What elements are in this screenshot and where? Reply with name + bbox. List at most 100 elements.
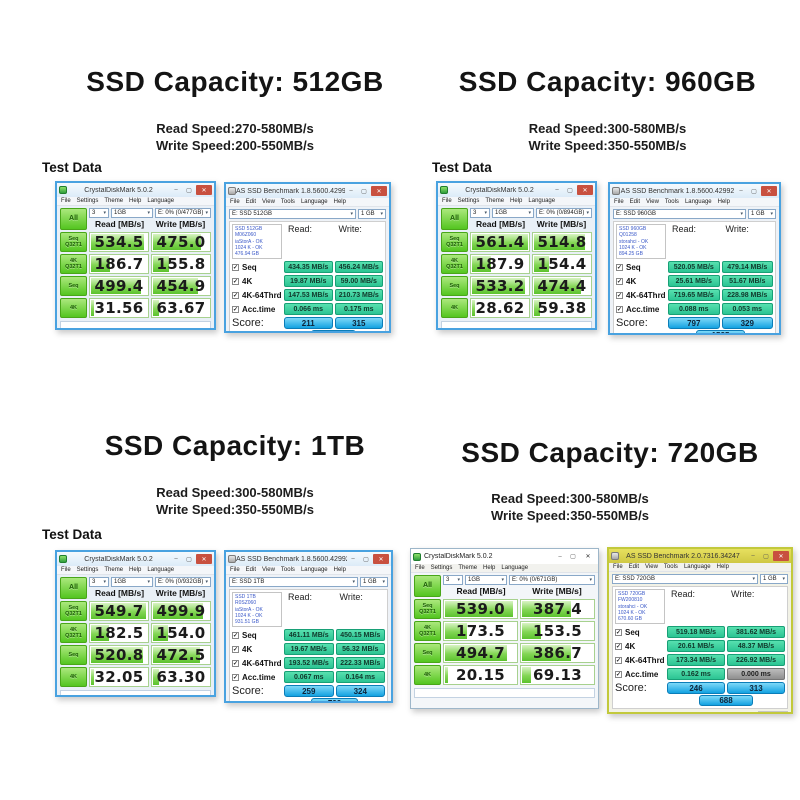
menu-item-file[interactable]: File bbox=[230, 199, 240, 205]
test-size-select[interactable]: 1 GB bbox=[748, 209, 776, 219]
menu-item-help[interactable]: Help bbox=[483, 565, 496, 571]
window-titlebar[interactable]: CrystalDiskMark 5.0.2 – ▢ ✕ bbox=[57, 183, 214, 197]
minimize-icon[interactable]: – bbox=[349, 188, 353, 194]
drive-select[interactable]: E: 0% (0/894GB) bbox=[536, 208, 592, 218]
close-icon[interactable]: ✕ bbox=[761, 186, 777, 196]
menu-item-help[interactable]: Help bbox=[129, 198, 142, 204]
4k-checkbox[interactable]: ✓ 4K bbox=[615, 641, 636, 651]
4k-test-button[interactable]: 4K bbox=[414, 665, 441, 685]
drive-select[interactable]: E: 0% (0/477GB) bbox=[155, 208, 211, 218]
acctime-checkbox[interactable]: ✓ Acc.time bbox=[616, 304, 660, 314]
close-icon[interactable]: ✕ bbox=[585, 554, 591, 560]
menu-item-help[interactable]: Help bbox=[716, 564, 729, 570]
test-count-select[interactable]: 3 bbox=[443, 575, 463, 585]
acctime-checkbox[interactable]: ✓ Acc.time bbox=[232, 304, 276, 314]
menu-item-language[interactable]: Language bbox=[528, 198, 556, 204]
menu-item-edit[interactable]: Edit bbox=[245, 567, 257, 573]
menu-item-settings[interactable]: Settings bbox=[430, 565, 453, 571]
seq-q32t1-test-button[interactable]: Seq Q32T1 bbox=[60, 601, 87, 621]
menu-item-tools[interactable]: Tools bbox=[664, 199, 679, 205]
drive-select[interactable]: E: 0% (0/671GB) bbox=[509, 575, 595, 585]
seq-test-button[interactable]: Seq bbox=[441, 276, 468, 296]
menu-item-edit[interactable]: Edit bbox=[628, 564, 640, 570]
4k-test-button[interactable]: 4K bbox=[60, 667, 87, 687]
seq-checkbox[interactable]: ✓ Seq bbox=[616, 262, 641, 272]
test-size-select[interactable]: 1GB bbox=[111, 577, 153, 587]
menu-item-language[interactable]: Language bbox=[147, 198, 175, 204]
window-titlebar[interactable]: AS SSD Benchmark 2.0.7316.34247 – ▢ ✕ bbox=[609, 549, 791, 563]
menu-item-tools[interactable]: Tools bbox=[663, 564, 678, 570]
test-size-select[interactable]: 1 GB bbox=[360, 577, 388, 587]
seq-test-button[interactable]: Seq bbox=[60, 645, 87, 665]
seq-checkbox[interactable]: ✓ Seq bbox=[232, 630, 257, 640]
acctime-checkbox[interactable]: ✓ Acc.time bbox=[615, 669, 659, 679]
4k-checkbox[interactable]: ✓ 4K bbox=[232, 644, 253, 654]
menu-item-edit[interactable]: Edit bbox=[245, 199, 257, 205]
menu-item-view[interactable]: View bbox=[262, 199, 275, 205]
drive-select[interactable]: E: SSD 1TB bbox=[229, 577, 358, 587]
acctime-checkbox[interactable]: ✓ Acc.time bbox=[232, 672, 276, 682]
test-size-select[interactable]: 1 GB bbox=[358, 209, 386, 219]
window-titlebar[interactable]: AS SSD Benchmark 1.8.5600.42992 – ▢ ✕ bbox=[226, 552, 391, 566]
drive-select[interactable]: E: SSD 512GB bbox=[229, 209, 356, 219]
menu-item-file[interactable]: File bbox=[415, 565, 425, 571]
maximize-icon[interactable]: ▢ bbox=[361, 188, 367, 195]
menu-item-language[interactable]: Language bbox=[300, 567, 328, 573]
menu-item-theme[interactable]: Theme bbox=[458, 565, 478, 571]
menu-item-theme[interactable]: Theme bbox=[104, 198, 124, 204]
close-icon[interactable]: ✕ bbox=[371, 186, 387, 196]
menu-item-file[interactable]: File bbox=[613, 564, 623, 570]
menu-item-language[interactable]: Language bbox=[147, 567, 175, 573]
all-test-button[interactable]: All bbox=[60, 208, 87, 230]
menu-item-tools[interactable]: Tools bbox=[280, 199, 295, 205]
close-icon[interactable]: ✕ bbox=[196, 185, 212, 195]
4k-checkbox[interactable]: ✓ 4K bbox=[616, 276, 637, 286]
menu-item-tools[interactable]: Tools bbox=[280, 567, 295, 573]
4k-test-button[interactable]: 4K bbox=[441, 298, 468, 318]
maximize-icon[interactable]: ▢ bbox=[567, 187, 573, 194]
window-titlebar[interactable]: CrystalDiskMark 5.0.2 – ▢ ✕ bbox=[57, 552, 214, 566]
4k-q32t1-test-button[interactable]: 4K Q32T1 bbox=[60, 254, 87, 274]
seq-test-button[interactable]: Seq bbox=[60, 276, 87, 296]
menu-item-help[interactable]: Help bbox=[333, 567, 346, 573]
test-size-select[interactable]: 1GB bbox=[111, 208, 153, 218]
window-titlebar[interactable]: AS SSD Benchmark 1.8.5600.42992 – ▢ ✕ bbox=[610, 184, 779, 198]
maximize-icon[interactable]: ▢ bbox=[570, 554, 576, 560]
seq-test-button[interactable]: Seq bbox=[414, 643, 441, 663]
menu-item-help[interactable]: Help bbox=[129, 567, 142, 573]
menu-item-language[interactable]: Language bbox=[300, 199, 328, 205]
maximize-icon[interactable]: ▢ bbox=[363, 556, 369, 563]
4k-q32t1-test-button[interactable]: 4K Q32T1 bbox=[441, 254, 468, 274]
minimize-icon[interactable]: – bbox=[555, 187, 559, 193]
menu-item-language[interactable]: Language bbox=[683, 564, 711, 570]
minimize-icon[interactable]: – bbox=[174, 187, 178, 193]
menu-item-file[interactable]: File bbox=[230, 567, 240, 573]
drive-select[interactable]: E: SSD 720GB bbox=[612, 574, 758, 584]
minimize-icon[interactable]: – bbox=[174, 556, 178, 562]
menu-item-edit[interactable]: Edit bbox=[629, 199, 641, 205]
all-test-button[interactable]: All bbox=[414, 575, 441, 597]
maximize-icon[interactable]: ▢ bbox=[763, 553, 769, 560]
close-icon[interactable]: ✕ bbox=[373, 554, 389, 564]
menu-item-file[interactable]: File bbox=[614, 199, 624, 205]
minimize-icon[interactable]: – bbox=[739, 188, 743, 194]
close-icon[interactable]: ✕ bbox=[773, 551, 789, 561]
maximize-icon[interactable]: ▢ bbox=[751, 188, 757, 195]
menu-item-view[interactable]: View bbox=[262, 567, 275, 573]
seq-checkbox[interactable]: ✓ Seq bbox=[615, 627, 640, 637]
minimize-icon[interactable]: – bbox=[558, 553, 562, 560]
4k-test-button[interactable]: 4K bbox=[60, 298, 87, 318]
menu-item-file[interactable]: File bbox=[61, 198, 71, 204]
menu-item-settings[interactable]: Settings bbox=[76, 198, 99, 204]
4k-checkbox[interactable]: ✓ 4K bbox=[232, 276, 253, 286]
4k-q32t1-test-button[interactable]: 4K Q32T1 bbox=[60, 623, 87, 643]
seq-q32t1-test-button[interactable]: Seq Q32T1 bbox=[60, 232, 87, 252]
all-test-button[interactable]: All bbox=[60, 577, 87, 599]
drive-select[interactable]: E: SSD 960GB bbox=[613, 209, 746, 219]
minimize-icon[interactable]: – bbox=[351, 556, 355, 562]
seq-q32t1-test-button[interactable]: Seq Q32T1 bbox=[441, 232, 468, 252]
test-count-select[interactable]: 3 bbox=[89, 577, 109, 587]
4k64thrd-checkbox[interactable]: ✓ 4K-64Thrd bbox=[616, 290, 666, 300]
4k64thrd-checkbox[interactable]: ✓ 4K-64Thrd bbox=[615, 655, 665, 665]
seq-checkbox[interactable]: ✓ Seq bbox=[232, 262, 257, 272]
